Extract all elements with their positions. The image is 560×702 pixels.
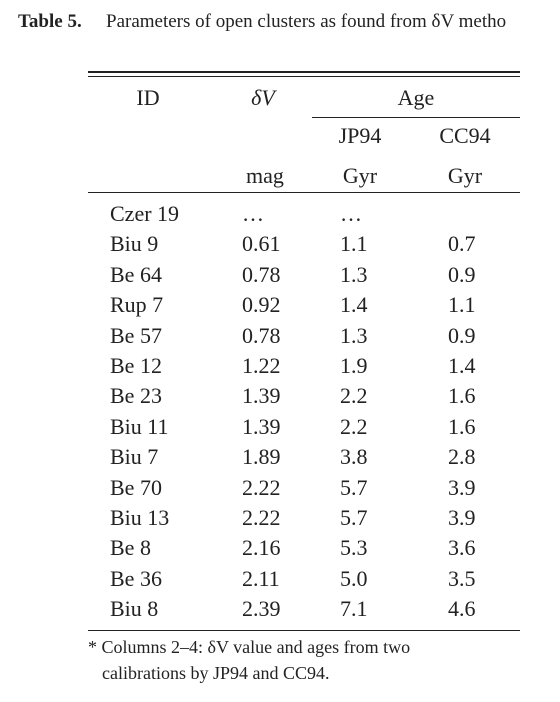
cell-id: Biu 13 xyxy=(110,505,170,530)
bottom-rule xyxy=(88,630,520,631)
cell-cc94: 1.1 xyxy=(448,292,476,318)
header-id: ID xyxy=(136,85,160,110)
cell-jp94: 1.3 xyxy=(340,261,368,287)
age-rule xyxy=(312,117,520,118)
cell-jp94: 2.2 xyxy=(340,383,368,409)
header-rule xyxy=(88,192,520,193)
cell-jp94: … xyxy=(340,201,362,226)
cell-jp94: 2.2 xyxy=(340,413,368,439)
header-jp94: JP94 xyxy=(338,123,382,148)
cell-jp94: 5.7 xyxy=(340,474,368,500)
cell-cc94: 3.6 xyxy=(448,535,476,561)
cell-dv: 1.89 xyxy=(242,444,281,470)
cell-cc94: 1.6 xyxy=(448,383,476,409)
header-cc94: CC94 xyxy=(439,123,491,148)
cell-dv: 2.22 xyxy=(242,474,281,500)
cell-dv: … xyxy=(242,201,264,226)
cell-id: Be 23 xyxy=(110,383,162,409)
cell-dv: 0.78 xyxy=(242,261,281,287)
header-age: Age xyxy=(397,85,435,110)
cell-dv: 0.92 xyxy=(242,292,281,318)
cell-cc94: 3.9 xyxy=(448,505,476,530)
cell-id: Be 57 xyxy=(110,322,162,348)
cell-dv: 2.16 xyxy=(242,535,281,561)
cell-id: Biu 9 xyxy=(110,231,159,257)
header-unit: Gyr xyxy=(447,163,483,188)
cell-id: Czer 19 xyxy=(110,201,180,226)
caption-text: Parameters of open clusters as found fro… xyxy=(106,11,507,32)
cell-id: Be 70 xyxy=(110,474,162,500)
cell-id: Rup 7 xyxy=(110,292,164,318)
cell-cc94: 1.4 xyxy=(448,353,476,378)
cell-dv: 0.78 xyxy=(242,322,281,348)
cell-jp94: 5.0 xyxy=(340,565,368,591)
cell-id: Be 64 xyxy=(110,261,162,287)
caption-label: Table 5. xyxy=(18,11,82,32)
cell-cc94: 0.7 xyxy=(448,231,476,257)
cell-jp94: 7.1 xyxy=(340,596,368,622)
cell-dv: 1.39 xyxy=(242,383,281,409)
top-rule xyxy=(88,76,520,77)
header-unit: mag xyxy=(246,163,284,188)
cell-dv: 1.22 xyxy=(242,353,281,378)
cell-id: Biu 11 xyxy=(110,413,169,439)
cell-cc94: 4.6 xyxy=(448,596,476,622)
top-rule xyxy=(88,71,520,73)
cell-id: Be 8 xyxy=(110,535,151,561)
cell-dv: 2.39 xyxy=(242,596,281,622)
footnote-line: calibrations by JP94 and CC94. xyxy=(102,663,330,683)
cell-dv: 2.22 xyxy=(242,505,281,530)
cell-dv: 0.61 xyxy=(242,231,281,257)
cell-jp94: 3.8 xyxy=(340,444,368,470)
footnote-line: * Columns 2–4: δV value and ages from tw… xyxy=(88,637,411,657)
cell-cc94: 2.8 xyxy=(448,444,476,470)
cell-jp94: 5.3 xyxy=(340,535,368,561)
cell-id: Biu 7 xyxy=(110,444,159,470)
header-dv: δV xyxy=(251,85,275,110)
cell-cc94: 0.9 xyxy=(448,322,476,348)
cell-jp94: 1.9 xyxy=(340,353,368,378)
header-unit: Gyr xyxy=(342,163,378,188)
cell-dv: 2.11 xyxy=(242,565,280,591)
cell-jp94: 5.7 xyxy=(340,505,368,530)
cell-id: Be 12 xyxy=(110,353,162,378)
cell-cc94: 3.5 xyxy=(448,565,476,591)
cell-id: Biu 8 xyxy=(110,596,159,622)
cell-jp94: 1.3 xyxy=(340,322,368,348)
cell-cc94: 1.6 xyxy=(448,413,476,439)
cell-jp94: 1.4 xyxy=(340,292,368,318)
cell-dv: 1.39 xyxy=(242,413,281,439)
cell-cc94: 0.9 xyxy=(448,261,476,287)
cell-id: Be 36 xyxy=(110,565,162,591)
cell-jp94: 1.1 xyxy=(340,231,368,257)
cell-cc94: 3.9 xyxy=(448,474,476,500)
